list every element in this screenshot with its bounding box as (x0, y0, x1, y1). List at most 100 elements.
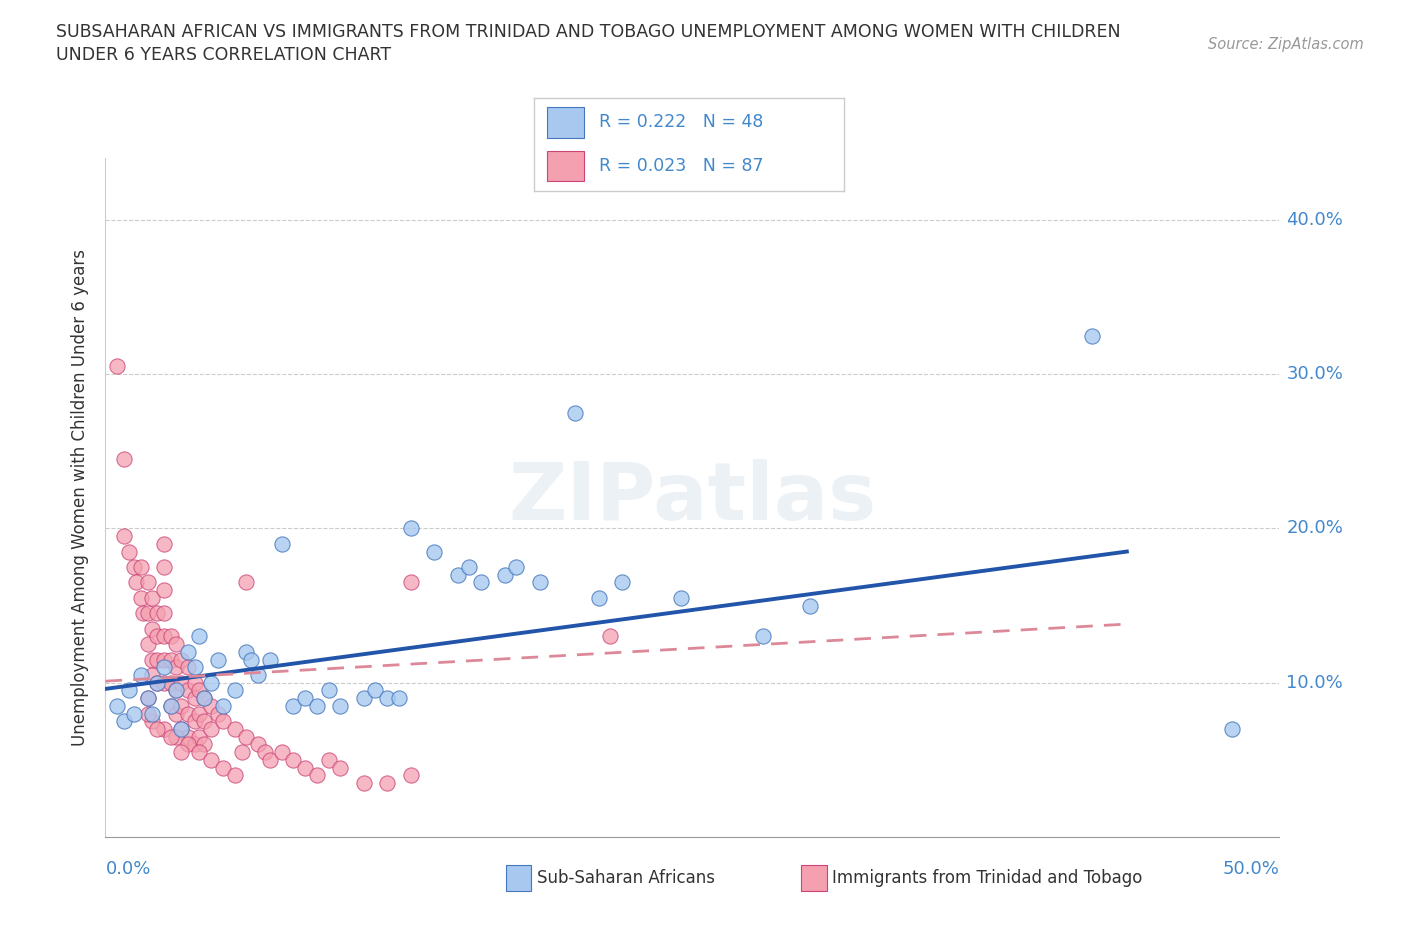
Point (105, 359, 128, 374)
Point (146, 629, 169, 644)
Point (160, 698, 183, 713)
Point (141, 706, 163, 721)
Point (669, 591, 692, 605)
Point (160, 675, 183, 690)
Point (141, 652, 163, 667)
Point (200, 752, 222, 767)
Point (364, 683, 387, 698)
Point (176, 644, 198, 659)
Point (529, 575, 551, 590)
Point (235, 729, 257, 744)
Point (318, 683, 340, 698)
Point (224, 722, 246, 737)
Point (153, 652, 176, 667)
Point (329, 760, 352, 775)
Point (118, 683, 141, 698)
Point (283, 698, 305, 713)
Point (564, 405, 586, 420)
Point (176, 706, 198, 721)
Text: 0.0%: 0.0% (105, 860, 150, 878)
Point (599, 629, 621, 644)
Point (200, 722, 222, 737)
Point (169, 698, 191, 713)
Point (169, 745, 191, 760)
Point (224, 768, 246, 783)
Point (505, 560, 527, 575)
Text: UNDER 6 YEARS CORRELATION CHART: UNDER 6 YEARS CORRELATION CHART (56, 46, 391, 64)
Point (207, 706, 229, 721)
Point (153, 722, 176, 737)
Point (211, 698, 233, 713)
Point (160, 629, 183, 644)
Point (132, 605, 155, 620)
Point (176, 660, 198, 675)
Point (169, 675, 191, 690)
Point (125, 575, 148, 590)
Text: SUBSAHARAN AFRICAN VS IMMIGRANTS FROM TRINIDAD AND TOBAGO UNEMPLOYMENT AMONG WOM: SUBSAHARAN AFRICAN VS IMMIGRANTS FROM TR… (56, 23, 1121, 41)
Point (1222, 722, 1244, 737)
Point (588, 591, 610, 605)
Point (399, 575, 422, 590)
Point (169, 722, 191, 737)
Point (247, 668, 270, 683)
Point (141, 714, 163, 729)
FancyBboxPatch shape (547, 151, 583, 181)
Point (183, 714, 205, 729)
Point (188, 729, 211, 744)
Point (353, 776, 375, 790)
Point (153, 537, 176, 551)
Point (423, 544, 446, 559)
Point (122, 706, 145, 721)
Point (153, 560, 176, 575)
Point (146, 722, 169, 737)
Point (188, 745, 211, 760)
Point (136, 637, 159, 652)
Point (183, 737, 205, 751)
Point (375, 691, 398, 706)
Point (112, 528, 135, 543)
Text: ZIPatlas: ZIPatlas (509, 458, 876, 537)
Point (188, 629, 211, 644)
Point (188, 683, 211, 698)
Point (183, 675, 205, 690)
Point (176, 737, 198, 751)
Point (224, 683, 246, 698)
Point (1080, 328, 1102, 343)
Y-axis label: Unemployment Among Women with Children Under 6 years: Unemployment Among Women with Children U… (72, 249, 90, 746)
Point (388, 691, 411, 706)
Point (231, 745, 253, 760)
Point (129, 560, 152, 575)
Point (160, 729, 183, 744)
Point (200, 698, 222, 713)
Point (165, 660, 187, 675)
Point (160, 698, 183, 713)
Point (165, 729, 187, 744)
Point (136, 691, 159, 706)
Point (165, 706, 187, 721)
Point (200, 675, 222, 690)
Point (141, 621, 163, 636)
Point (146, 605, 169, 620)
Point (254, 745, 277, 760)
Point (176, 729, 198, 744)
Point (153, 660, 176, 675)
Point (193, 691, 215, 706)
Point (305, 698, 328, 713)
Point (247, 737, 270, 751)
Point (165, 683, 187, 698)
Point (193, 737, 215, 751)
Point (129, 668, 152, 683)
Point (141, 668, 163, 683)
Point (399, 521, 422, 536)
Point (136, 691, 159, 706)
Point (169, 722, 191, 737)
Point (283, 752, 305, 767)
Text: 50.0%: 50.0% (1223, 860, 1279, 878)
Point (610, 575, 633, 590)
Point (259, 752, 281, 767)
Point (446, 567, 468, 582)
Point (112, 452, 135, 467)
Text: Immigrants from Trinidad and Tobago: Immigrants from Trinidad and Tobago (832, 869, 1143, 887)
Point (169, 652, 191, 667)
Point (105, 698, 128, 713)
